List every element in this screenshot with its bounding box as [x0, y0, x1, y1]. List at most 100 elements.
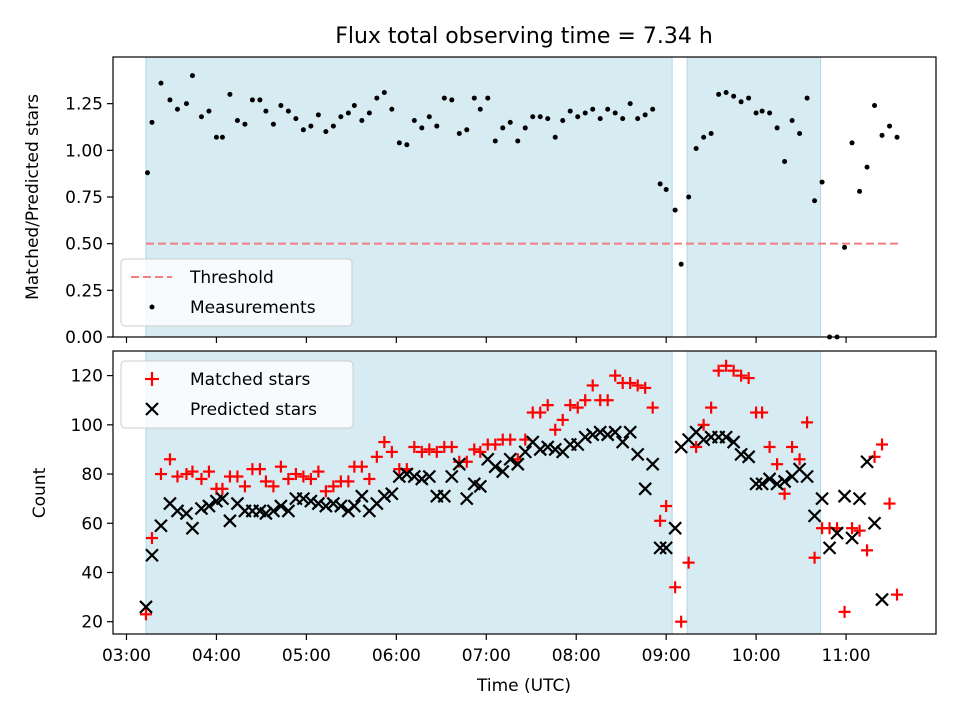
- measurement-point: [738, 99, 744, 105]
- matched-stars-point: [304, 472, 317, 485]
- x-tick-label: 07:00: [462, 646, 511, 666]
- measurement-point: [234, 117, 240, 123]
- measurement-point: [213, 134, 219, 140]
- matched-stars-point: [660, 500, 673, 513]
- matched-stars-point: [370, 450, 383, 463]
- measurement-point: [522, 125, 528, 131]
- matched-stars-point: [216, 482, 229, 495]
- predicted-stars-point: [296, 491, 311, 506]
- predicted-stars-point: [585, 427, 600, 442]
- predicted-stars-point: [311, 496, 326, 511]
- predicted-stars-point: [755, 477, 769, 491]
- matched-stars-point: [445, 440, 458, 453]
- measurement-point: [759, 108, 765, 114]
- measurement-point: [515, 138, 521, 144]
- matched-stars-point: [579, 394, 592, 407]
- measurement-point: [731, 93, 737, 99]
- measurement-point: [537, 114, 543, 120]
- predicted-stars-point: [460, 491, 474, 506]
- predicted-stars-point: [185, 521, 200, 535]
- y-tick-label-top: 1.00: [65, 141, 103, 161]
- predicted-stars-point: [488, 459, 503, 474]
- legend-bottom-box: [120, 360, 354, 429]
- predicted-stars-point: [304, 494, 318, 508]
- predicted-stars-point: [179, 506, 194, 521]
- matched-stars-point: [549, 423, 562, 436]
- measurement-point: [396, 140, 402, 146]
- matched-stars-point: [556, 413, 569, 426]
- predicted-stars-point: [837, 489, 852, 503]
- measurement-point: [753, 110, 759, 116]
- matched-stars-point: [327, 480, 340, 493]
- y-tick-label-bottom: 60: [81, 514, 103, 534]
- matched-stars-point: [139, 608, 152, 621]
- measurement-point: [345, 110, 351, 116]
- matched-stars-point: [163, 453, 176, 466]
- measurement-point: [507, 119, 513, 125]
- matched-stars-point: [195, 472, 208, 485]
- predicted-stars-point: [415, 472, 429, 486]
- matched-stars-point: [682, 556, 695, 569]
- predicted-stars-point: [215, 491, 230, 506]
- measurement-point: [227, 91, 233, 97]
- predicted-stars-point: [726, 435, 741, 449]
- measurement-point: [351, 103, 357, 109]
- measurement-point: [477, 106, 483, 112]
- predicted-stars-point: [645, 457, 660, 471]
- measurement-point: [560, 117, 566, 123]
- legend-predicted-label: Predicted stars: [190, 400, 317, 420]
- matched-stars-point: [801, 416, 814, 429]
- measurement-point: [782, 159, 788, 165]
- measurement-point: [381, 89, 387, 95]
- matched-stars-point: [727, 364, 740, 377]
- measurement-point: [857, 188, 863, 194]
- matched-stars-point: [720, 359, 733, 372]
- measurement-point: [789, 117, 795, 123]
- predicted-stars-point: [867, 516, 882, 531]
- matched-stars-point: [282, 472, 295, 485]
- matched-stars-point: [423, 443, 436, 456]
- predicted-stars-point: [437, 489, 452, 503]
- measurement-point: [804, 95, 810, 101]
- measurement-point: [500, 125, 506, 131]
- matched-stars-point: [639, 381, 652, 394]
- legend-matched-swatch: [145, 372, 159, 386]
- matched-stars-point: [742, 372, 755, 385]
- matched-stars-point: [489, 438, 502, 451]
- matched-stars-point: [363, 472, 376, 485]
- predicted-stars-point: [319, 499, 333, 513]
- matched-stars-point: [654, 514, 667, 527]
- matched-stars-point: [883, 497, 896, 510]
- predicted-stars-point: [355, 489, 369, 503]
- measurement-point: [864, 164, 870, 170]
- x-tick-label: 03:00: [102, 646, 151, 666]
- matched-stars-point: [267, 480, 280, 493]
- measurement-point: [597, 116, 603, 122]
- predicted-stars-point: [608, 425, 622, 439]
- matched-stars-point: [186, 465, 199, 478]
- predicted-stars-point: [445, 469, 459, 484]
- ratio-panel-frame: [112, 56, 937, 338]
- measurement-point: [879, 132, 885, 138]
- matched-stars-point: [624, 376, 637, 389]
- legend-matched-label: Matched stars: [190, 370, 310, 390]
- x-axis-ticks-top: [125, 337, 847, 343]
- measurement-point: [650, 106, 656, 112]
- measurement-point: [359, 117, 365, 123]
- matched-stars-point: [319, 485, 332, 498]
- predicted-stars-point: [653, 541, 667, 555]
- y-tick-label-top: 1.25: [65, 95, 103, 115]
- measurement-point: [389, 106, 395, 112]
- predicted-stars-point: [593, 425, 607, 439]
- measurement-point: [449, 97, 455, 103]
- predicted-stars-point: [749, 477, 763, 491]
- legend-bottom: Matched stars Predicted stars: [120, 360, 354, 429]
- matched-stars-point: [876, 438, 889, 451]
- y-tick-label-bottom: 120: [71, 367, 103, 387]
- predicted-stars-point: [540, 440, 555, 454]
- predicted-stars-point: [800, 469, 814, 484]
- matched-stars-point: [712, 364, 725, 377]
- measurement-point: [686, 194, 692, 200]
- predicted-stars-point: [845, 531, 859, 545]
- measurement-point: [323, 129, 329, 135]
